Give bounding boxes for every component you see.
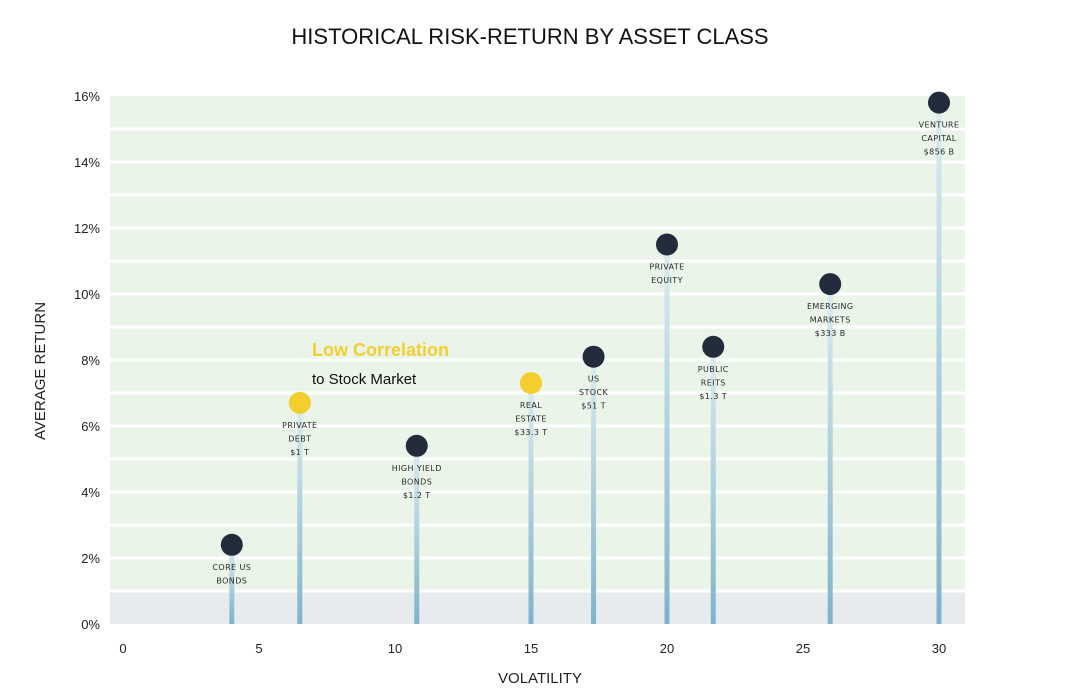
data-point-label: EQUITY <box>651 276 683 285</box>
stems-layer <box>229 102 942 625</box>
data-point <box>520 372 542 395</box>
markers-layer <box>220 91 950 556</box>
bottom-band <box>110 591 965 624</box>
y-tick-label: 14% <box>74 155 100 170</box>
data-point-label: $1.3 T <box>699 392 727 401</box>
data-point <box>819 273 842 296</box>
data-point-label: BONDS <box>401 477 432 486</box>
data-point-label: REAL <box>520 401 542 410</box>
data-point <box>702 335 725 358</box>
data-point-label: US <box>588 375 600 384</box>
data-point-label: VENTURE <box>919 121 960 130</box>
stem <box>414 445 420 624</box>
x-tick-label: 10 <box>388 641 402 656</box>
data-point-label: BONDS <box>216 576 247 585</box>
data-point-label: HIGH YIELD <box>392 464 442 473</box>
data-point <box>582 345 605 368</box>
stem <box>591 356 597 624</box>
chart-title: HISTORICAL RISK-RETURN BY ASSET CLASS <box>291 24 768 49</box>
y-tick-label: 10% <box>74 287 100 302</box>
data-point-label: MARKETS <box>810 316 851 325</box>
x-axis-ticks: 0 5 10 15 20 25 30 <box>119 641 946 656</box>
data-point-label: EMERGING <box>807 302 854 311</box>
data-point-label: $33.3 T <box>514 428 547 437</box>
stem <box>827 284 833 624</box>
x-axis-title: VOLATILITY <box>498 670 582 687</box>
y-tick-label: 8% <box>81 353 100 368</box>
data-point-label: DEBT <box>288 434 311 443</box>
data-point-label: $856 B <box>924 148 955 157</box>
data-point-label: $1.2 T <box>403 491 431 500</box>
x-tick-label: 5 <box>255 641 262 656</box>
data-point-label: ESTATE <box>515 415 547 424</box>
x-tick-label: 15 <box>524 641 538 656</box>
data-point <box>928 91 950 114</box>
y-axis-ticks: 0% 2% 4% 6% 8% 10% 12% 14% 16% <box>74 89 100 632</box>
data-point-label: $333 B <box>815 329 846 338</box>
data-point <box>405 434 428 457</box>
data-point-label: STOCK <box>579 388 608 397</box>
y-tick-label: 16% <box>74 89 100 104</box>
y-tick-label: 12% <box>74 221 100 236</box>
point-labels-layer: CORE US BONDS PRIVATE DEBT $1 T HIGH YIELD BON… <box>212 121 959 586</box>
stem <box>297 402 303 624</box>
data-point-label: $51 T <box>581 402 606 411</box>
x-tick-label: 0 <box>119 641 126 656</box>
y-tick-label: 2% <box>81 551 100 566</box>
stem <box>528 383 534 624</box>
data-point-label: PRIVATE <box>282 421 317 430</box>
data-point-label: CAPITAL <box>921 134 956 143</box>
data-point <box>656 233 678 256</box>
data-point-label: CORE US <box>212 563 251 572</box>
x-tick-label: 20 <box>660 641 674 656</box>
stem <box>936 102 942 625</box>
y-tick-label: 0% <box>81 617 100 632</box>
y-axis-title: AVERAGE RETURN <box>32 302 49 440</box>
data-point <box>220 533 243 556</box>
x-tick-label: 30 <box>932 641 946 656</box>
y-tick-label: 4% <box>81 485 100 500</box>
data-point-label: PUBLIC <box>698 365 729 374</box>
annotation-subtext: to Stock Market <box>312 371 417 388</box>
data-point-label: PRIVATE <box>649 263 684 272</box>
data-point <box>288 391 311 414</box>
data-point-label: REITS <box>701 378 726 387</box>
stem <box>710 346 716 624</box>
y-tick-label: 6% <box>81 419 100 434</box>
stem <box>664 244 670 624</box>
plot-background <box>110 96 965 624</box>
data-point-label: $1 T <box>290 448 309 457</box>
annotation-heading: Low Correlation <box>312 340 449 360</box>
x-tick-label: 25 <box>796 641 810 656</box>
stem <box>229 544 235 624</box>
